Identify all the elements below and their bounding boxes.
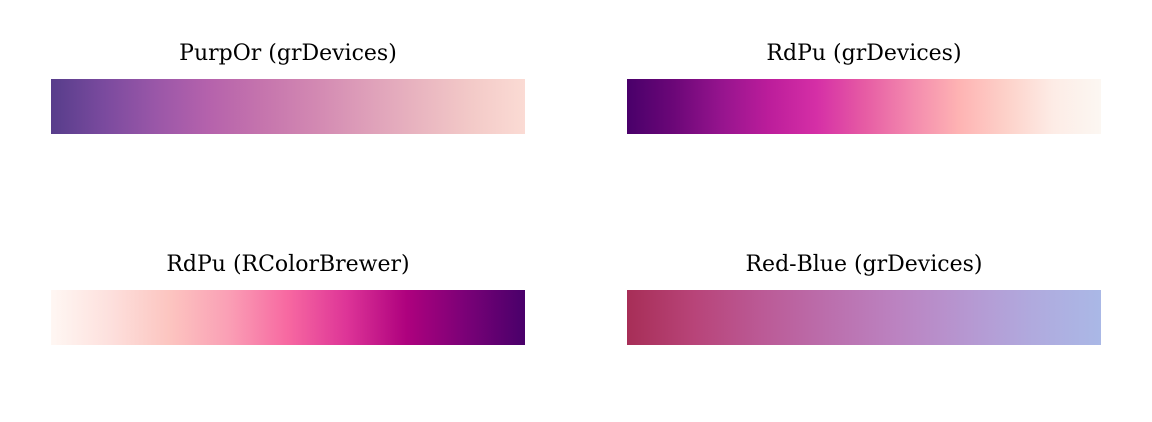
palette-panel-rdpu-grdevices: RdPu (grDevices)	[627, 37, 1101, 134]
palette-title: RdPu (grDevices)	[766, 41, 962, 66]
palette-title: RdPu (RColorBrewer)	[166, 252, 410, 277]
palette-panel-purpor-grdevices: PurpOr (grDevices)	[51, 37, 525, 134]
color-gradient-bar	[51, 290, 525, 345]
palette-panel-red-blue-grdevices: Red-Blue (grDevices)	[627, 248, 1101, 345]
palette-title: Red-Blue (grDevices)	[745, 252, 983, 277]
color-gradient-bar	[627, 79, 1101, 134]
color-gradient-bar	[627, 290, 1101, 345]
palette-title: PurpOr (grDevices)	[179, 41, 397, 66]
palette-panel-rdpu-rcolorbrewer: RdPu (RColorBrewer)	[51, 248, 525, 345]
color-gradient-bar	[51, 79, 525, 134]
